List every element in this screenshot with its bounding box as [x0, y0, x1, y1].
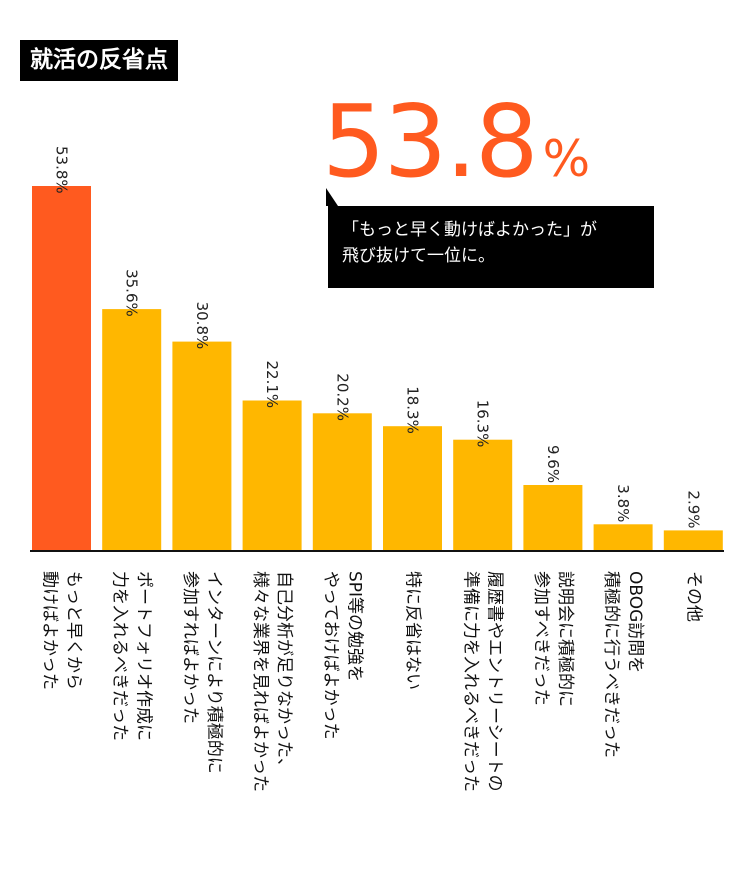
bar-5: [383, 426, 442, 550]
bar-9: [663, 530, 723, 550]
callout-box: 「もっと早く動けばよかった」が 飛び抜けて一位に。: [328, 206, 654, 288]
value-label-5: 18.3%: [404, 386, 422, 434]
bar-8: [593, 524, 653, 550]
category-label-5-0: 特に反省はない: [403, 571, 423, 690]
bar-7: [523, 485, 583, 550]
bar-4: [312, 413, 372, 550]
category-label-4-0: SPI等の勉強を: [344, 571, 364, 682]
category-label-6-1: 準備に力を入れるべきだった: [461, 571, 481, 792]
value-label-4: 20.2%: [333, 373, 351, 421]
value-label-9: 2.9%: [684, 490, 702, 528]
value-label-3: 22.1%: [263, 361, 281, 409]
category-label-2-0: インターンにより積極的に: [204, 571, 224, 774]
category-label-0-1: 動けばよかった: [40, 571, 60, 690]
chart-title: 就活の反省点: [20, 40, 178, 81]
callout-tail: [326, 188, 338, 206]
category-label-3-0: 自己分析が足りなかった、: [274, 571, 294, 775]
value-label-2: 30.8%: [193, 302, 211, 350]
value-label-0: 53.8%: [53, 146, 71, 194]
category-label-4-1: やっておけばよかった: [320, 571, 340, 740]
highlight-value: 53.8: [322, 83, 539, 200]
category-label-9-0: その他: [683, 571, 703, 622]
category-label-2-1: 参加すればよかった: [180, 571, 200, 724]
category-label-3-1: 様々な業界を見ればよかった: [250, 571, 270, 792]
highlight-percentage: 53.8%: [322, 92, 590, 192]
bar-2: [172, 341, 232, 550]
category-label-7-0: 説明会に積極的に: [555, 571, 575, 707]
bar-3: [242, 400, 302, 550]
callout-line-2: 飛び抜けて一位に。: [342, 245, 495, 266]
category-label-6-0: 履歴書やエントリーシートの: [485, 571, 505, 792]
callout-line-1: 「もっと早く動けばよかった」が: [342, 220, 597, 240]
value-label-8: 3.8%: [614, 484, 632, 522]
category-label-7-1: 参加すべきだった: [531, 571, 551, 706]
bar-1: [102, 309, 162, 550]
bar-0: [32, 186, 91, 550]
highlight-unit: %: [542, 130, 590, 188]
category-label-1-0: ポートフォリオ作成に: [134, 571, 154, 741]
bar-6: [453, 439, 513, 550]
category-label-8-0: OBOG訪問を: [625, 571, 645, 673]
category-label-1-1: 力を入れるべきだった: [110, 571, 130, 741]
value-label-7: 9.6%: [544, 445, 562, 483]
category-label-0-0: もっと早くから: [64, 571, 84, 690]
category-label-8-1: 積極的に行うべきだった: [601, 571, 621, 758]
value-label-1: 35.6%: [123, 269, 141, 317]
value-label-6: 16.3%: [474, 400, 492, 448]
